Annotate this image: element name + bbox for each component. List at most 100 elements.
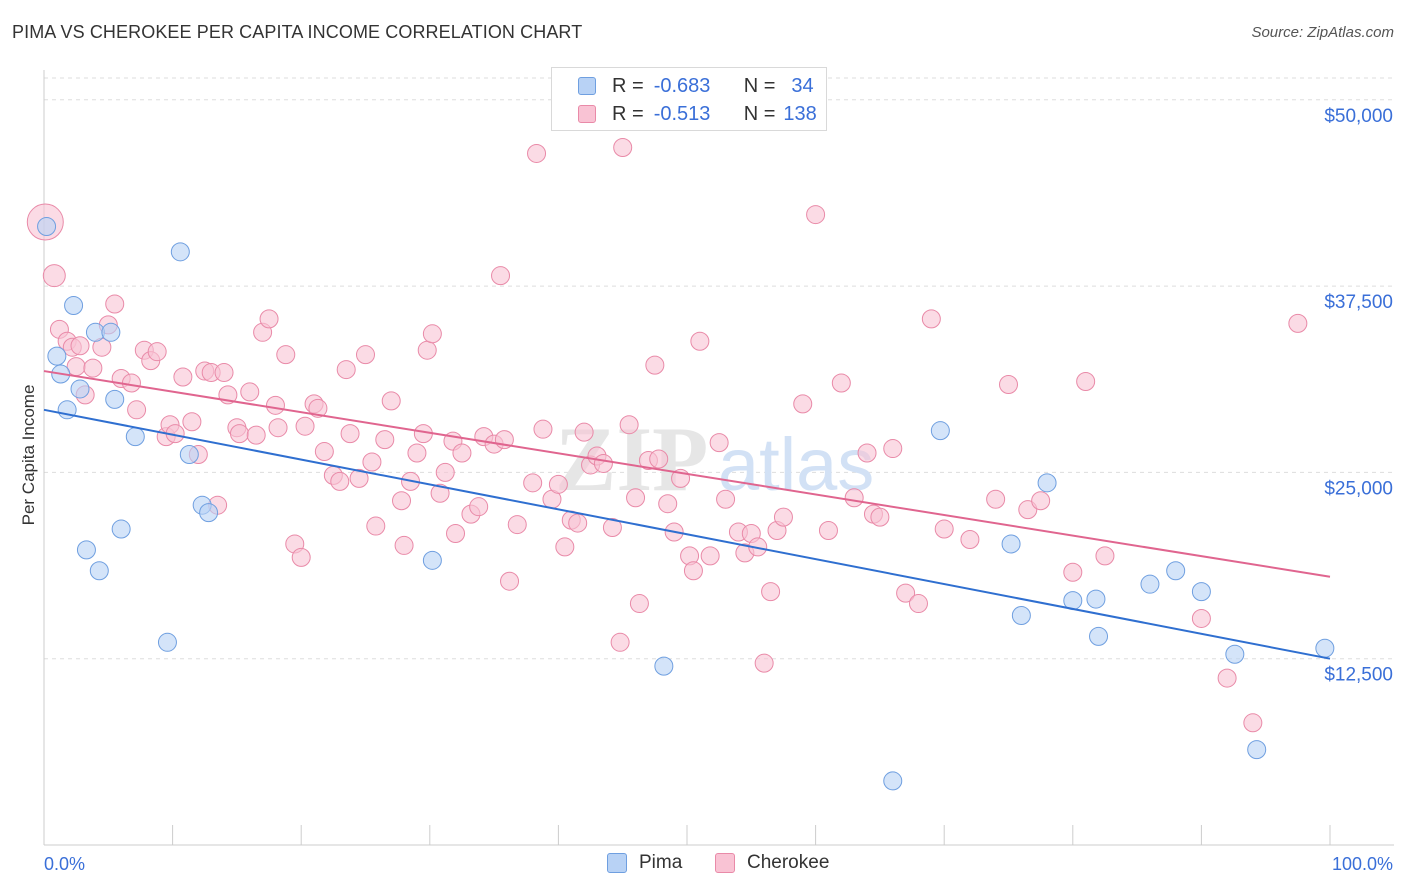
cherokee-point-64 bbox=[446, 524, 466, 544]
cherokee-point-32 bbox=[246, 425, 266, 445]
correlation-legend: R = -0.683 N = 34 R = -0.513 N = 138 bbox=[551, 67, 827, 131]
y-tick-label-0: $12,500 bbox=[1324, 665, 1393, 686]
cherokee-point-81 bbox=[568, 513, 588, 533]
cherokee-point-90 bbox=[626, 488, 646, 508]
cherokee-point-70 bbox=[491, 266, 511, 286]
cherokee-point-75 bbox=[527, 143, 547, 163]
cherokee-point-47 bbox=[340, 424, 360, 444]
cherokee-r-label: R = bbox=[612, 102, 644, 125]
cherokee-point-99 bbox=[683, 561, 703, 581]
pima-r-label: R = bbox=[612, 74, 644, 97]
cherokee-point-82 bbox=[574, 422, 594, 442]
cherokee-point-120 bbox=[883, 439, 903, 459]
pima-point-1 bbox=[47, 346, 67, 366]
cherokee-point-113 bbox=[806, 205, 826, 225]
cherokee-point-95 bbox=[658, 494, 678, 514]
pima-trend-line bbox=[43, 408, 1331, 660]
cherokee-point-46 bbox=[336, 360, 356, 380]
pima-point-4 bbox=[64, 295, 84, 315]
cherokee-point-94 bbox=[649, 449, 669, 469]
cherokee-point-119 bbox=[870, 507, 890, 527]
pima-point-30 bbox=[1191, 582, 1211, 602]
cherokee-point-21 bbox=[173, 367, 193, 387]
cherokee-point-27 bbox=[214, 363, 234, 383]
cherokee-point-109 bbox=[761, 582, 781, 602]
pima-point-5 bbox=[70, 379, 90, 399]
cherokee-point-13 bbox=[121, 373, 141, 393]
cherokee-point-72 bbox=[500, 571, 520, 591]
cherokee-point-14 bbox=[127, 400, 147, 420]
cherokee-point-134 bbox=[1217, 668, 1237, 688]
cherokee-point-17 bbox=[147, 342, 167, 362]
cherokee-point-100 bbox=[690, 331, 710, 351]
cherokee-point-45 bbox=[330, 471, 350, 491]
pima-point-11 bbox=[111, 519, 131, 539]
y-axis-label: Per Capita Income bbox=[19, 385, 38, 526]
cherokee-point-78 bbox=[548, 474, 568, 494]
pima-point-27 bbox=[1089, 626, 1109, 646]
cherokee-point-52 bbox=[375, 430, 395, 450]
cherokee-point-91 bbox=[629, 594, 649, 614]
legend-pima-swatch bbox=[607, 853, 627, 873]
cherokee-point-93 bbox=[645, 355, 665, 375]
legend-cherokee-label: Cherokee bbox=[747, 852, 830, 873]
legend-row-pima: R = -0.683 N = 34 bbox=[578, 74, 814, 98]
cherokee-point-76 bbox=[533, 419, 553, 439]
cherokee-point-126 bbox=[986, 489, 1006, 509]
pima-point-0 bbox=[37, 216, 57, 236]
pima-point-17 bbox=[199, 503, 219, 523]
cherokee-point-132 bbox=[1095, 546, 1115, 566]
x-tick-labels: 0.0% 100.0% bbox=[44, 854, 1393, 874]
cherokee-point-51 bbox=[366, 516, 386, 536]
cherokee-point-87 bbox=[610, 632, 630, 652]
legend-item-pima: Pima bbox=[607, 852, 682, 874]
cherokee-swatch bbox=[578, 105, 596, 123]
cherokee-point-67 bbox=[469, 497, 489, 517]
y-tick-label-1: $25,000 bbox=[1324, 478, 1393, 499]
cherokee-point-62 bbox=[435, 462, 455, 482]
cherokee-point-1 bbox=[42, 264, 66, 288]
y-tick-labels: $12,500 $25,000 $37,500 $50,000 bbox=[1324, 106, 1393, 686]
cherokee-point-116 bbox=[844, 488, 864, 508]
axes bbox=[43, 70, 1394, 846]
cherokee-point-61 bbox=[430, 483, 450, 503]
cherokee-point-123 bbox=[921, 309, 941, 329]
cherokee-point-40 bbox=[295, 416, 315, 436]
pima-r-value: -0.683 bbox=[653, 74, 711, 97]
pima-point-6 bbox=[76, 540, 96, 560]
cherokee-point-55 bbox=[394, 535, 414, 555]
pima-swatch bbox=[578, 77, 596, 95]
gridlines bbox=[44, 77, 1394, 660]
cherokee-point-114 bbox=[818, 521, 838, 541]
cherokee-point-31 bbox=[240, 382, 260, 402]
y-tick-label-3: $50,000 bbox=[1324, 106, 1393, 127]
pima-n-label: N = bbox=[743, 74, 776, 97]
pima-point-33 bbox=[1315, 638, 1335, 658]
pima-point-10 bbox=[105, 389, 125, 409]
cherokee-point-131 bbox=[1076, 371, 1096, 391]
cherokee-point-89 bbox=[619, 415, 639, 435]
pima-point-20 bbox=[883, 771, 903, 791]
cherokee-point-57 bbox=[407, 443, 427, 463]
cherokee-point-127 bbox=[999, 374, 1018, 394]
cherokee-point-8 bbox=[83, 358, 103, 378]
x-tick-label-1: 100.0% bbox=[1332, 854, 1393, 874]
pima-point-13 bbox=[157, 632, 177, 652]
pima-point-18 bbox=[422, 550, 442, 570]
cherokee-point-30 bbox=[229, 424, 249, 444]
cherokee-point-135 bbox=[1243, 713, 1263, 733]
pima-point-21 bbox=[930, 421, 950, 441]
legend-row-cherokee: R = -0.513 N = 138 bbox=[578, 102, 817, 126]
pima-point-31 bbox=[1225, 644, 1245, 664]
cherokee-point-50 bbox=[362, 452, 382, 472]
cherokee-r-value: -0.513 bbox=[653, 102, 711, 125]
x-tick-label-0: 0.0% bbox=[44, 854, 85, 874]
chart-title: PIMA VS CHEROKEE PER CAPITA INCOME CORRE… bbox=[12, 22, 583, 42]
series-legend: Pima Cherokee bbox=[0, 852, 1406, 876]
cherokee-point-74 bbox=[523, 473, 543, 493]
cherokee-point-65 bbox=[452, 443, 472, 463]
cherokee-point-34 bbox=[259, 309, 279, 329]
cherokee-point-39 bbox=[291, 547, 311, 567]
cherokee-point-121 bbox=[896, 583, 916, 603]
